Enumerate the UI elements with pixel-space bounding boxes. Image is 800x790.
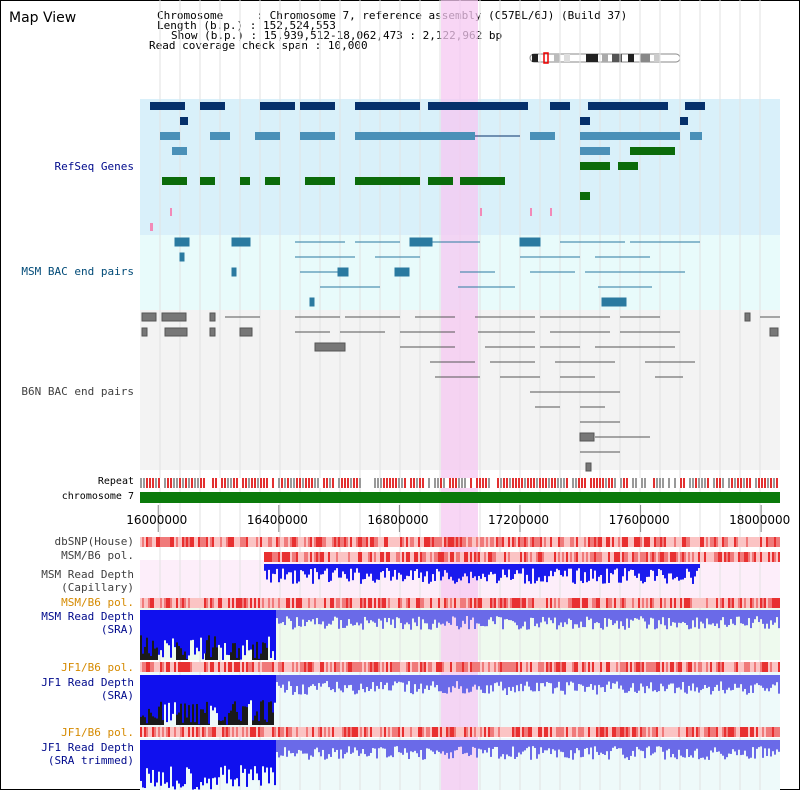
msm-b6-pol-track-2	[140, 598, 780, 608]
axis-tick-label: 18000000	[729, 513, 791, 527]
vertical-gridlines	[159, 0, 761, 790]
axis-tick-label: 16400000	[246, 513, 308, 527]
jf1-b6-pol-track-2	[140, 727, 780, 737]
axis-tick-label: 16800000	[367, 513, 429, 527]
msm-depth-cap-track	[264, 564, 700, 584]
jf1-depth-trim-track	[140, 740, 780, 790]
axis-tick-label: 17600000	[608, 513, 670, 527]
track-label-chromosome: chromosome 7	[61, 491, 134, 502]
track-label-b6n-bac[interactable]: B6N BAC end pairs	[21, 385, 134, 398]
length-value: 152,524,553	[262, 19, 336, 32]
track-label-jf1-b6-pol-1: JF1/B6 pol.	[61, 661, 134, 674]
axis-tick-label: 16000000	[126, 513, 188, 527]
length-info: Length (b.p.) : 152,524,553	[157, 19, 336, 32]
repeat-track	[140, 478, 780, 488]
track-label-msm-depth-cap: MSM Read Depth (Capillary)	[41, 568, 134, 594]
highlight-region	[441, 0, 478, 790]
track-label-repeat: Repeat	[97, 476, 134, 487]
chromosome-ideogram[interactable]	[528, 52, 684, 64]
msm-b6-pol-track-1	[264, 552, 780, 562]
coverage-info: Read coverage check span : 10,000	[149, 39, 368, 52]
page-title: Map View	[9, 10, 77, 26]
genome-track-canvas[interactable]	[140, 0, 780, 790]
track-label-jf1-depth-trim: JF1 Read Depth (SRA trimmed)	[41, 741, 134, 767]
chromosome-label: Chromosome	[157, 9, 224, 22]
chromosome-bar	[140, 492, 780, 503]
track-label-jf1-b6-pol-2: JF1/B6 pol.	[61, 726, 134, 739]
track-label-dbsnp: dbSNP(House)	[54, 535, 134, 548]
b6n-bac-pairs	[141, 312, 780, 472]
track-label-msm-b6-pol-1: MSM/B6 pol.	[61, 549, 134, 562]
jf1-b6-pol-track-1	[140, 662, 780, 672]
refseq-gene-rows	[150, 102, 705, 231]
track-label-msm-bac[interactable]: MSM BAC end pairs	[21, 265, 134, 278]
axis-ticks	[157, 505, 762, 532]
track-label-msm-b6-pol-2: MSM/B6 pol.	[61, 596, 134, 609]
track-label-msm-depth-sra: MSM Read Depth (SRA)	[41, 610, 134, 636]
coverage-label: Read coverage check span	[149, 39, 308, 52]
msm-depth-sra-track	[140, 610, 780, 660]
msm-bac-pairs	[174, 237, 700, 307]
axis-tick-label: 17200000	[487, 513, 550, 527]
dbsnp-track	[140, 537, 780, 547]
ideogram-position-marker	[543, 52, 549, 64]
track-label-jf1-depth-sra: JF1 Read Depth (SRA)	[41, 676, 134, 702]
coverage-value: 10,000	[327, 39, 368, 52]
length-label: Length (b.p.)	[157, 19, 244, 32]
track-label-refseq[interactable]: RefSeq Genes	[54, 160, 134, 173]
show-label: Show (b.p.)	[171, 29, 244, 42]
jf1-depth-sra-track	[140, 675, 780, 725]
